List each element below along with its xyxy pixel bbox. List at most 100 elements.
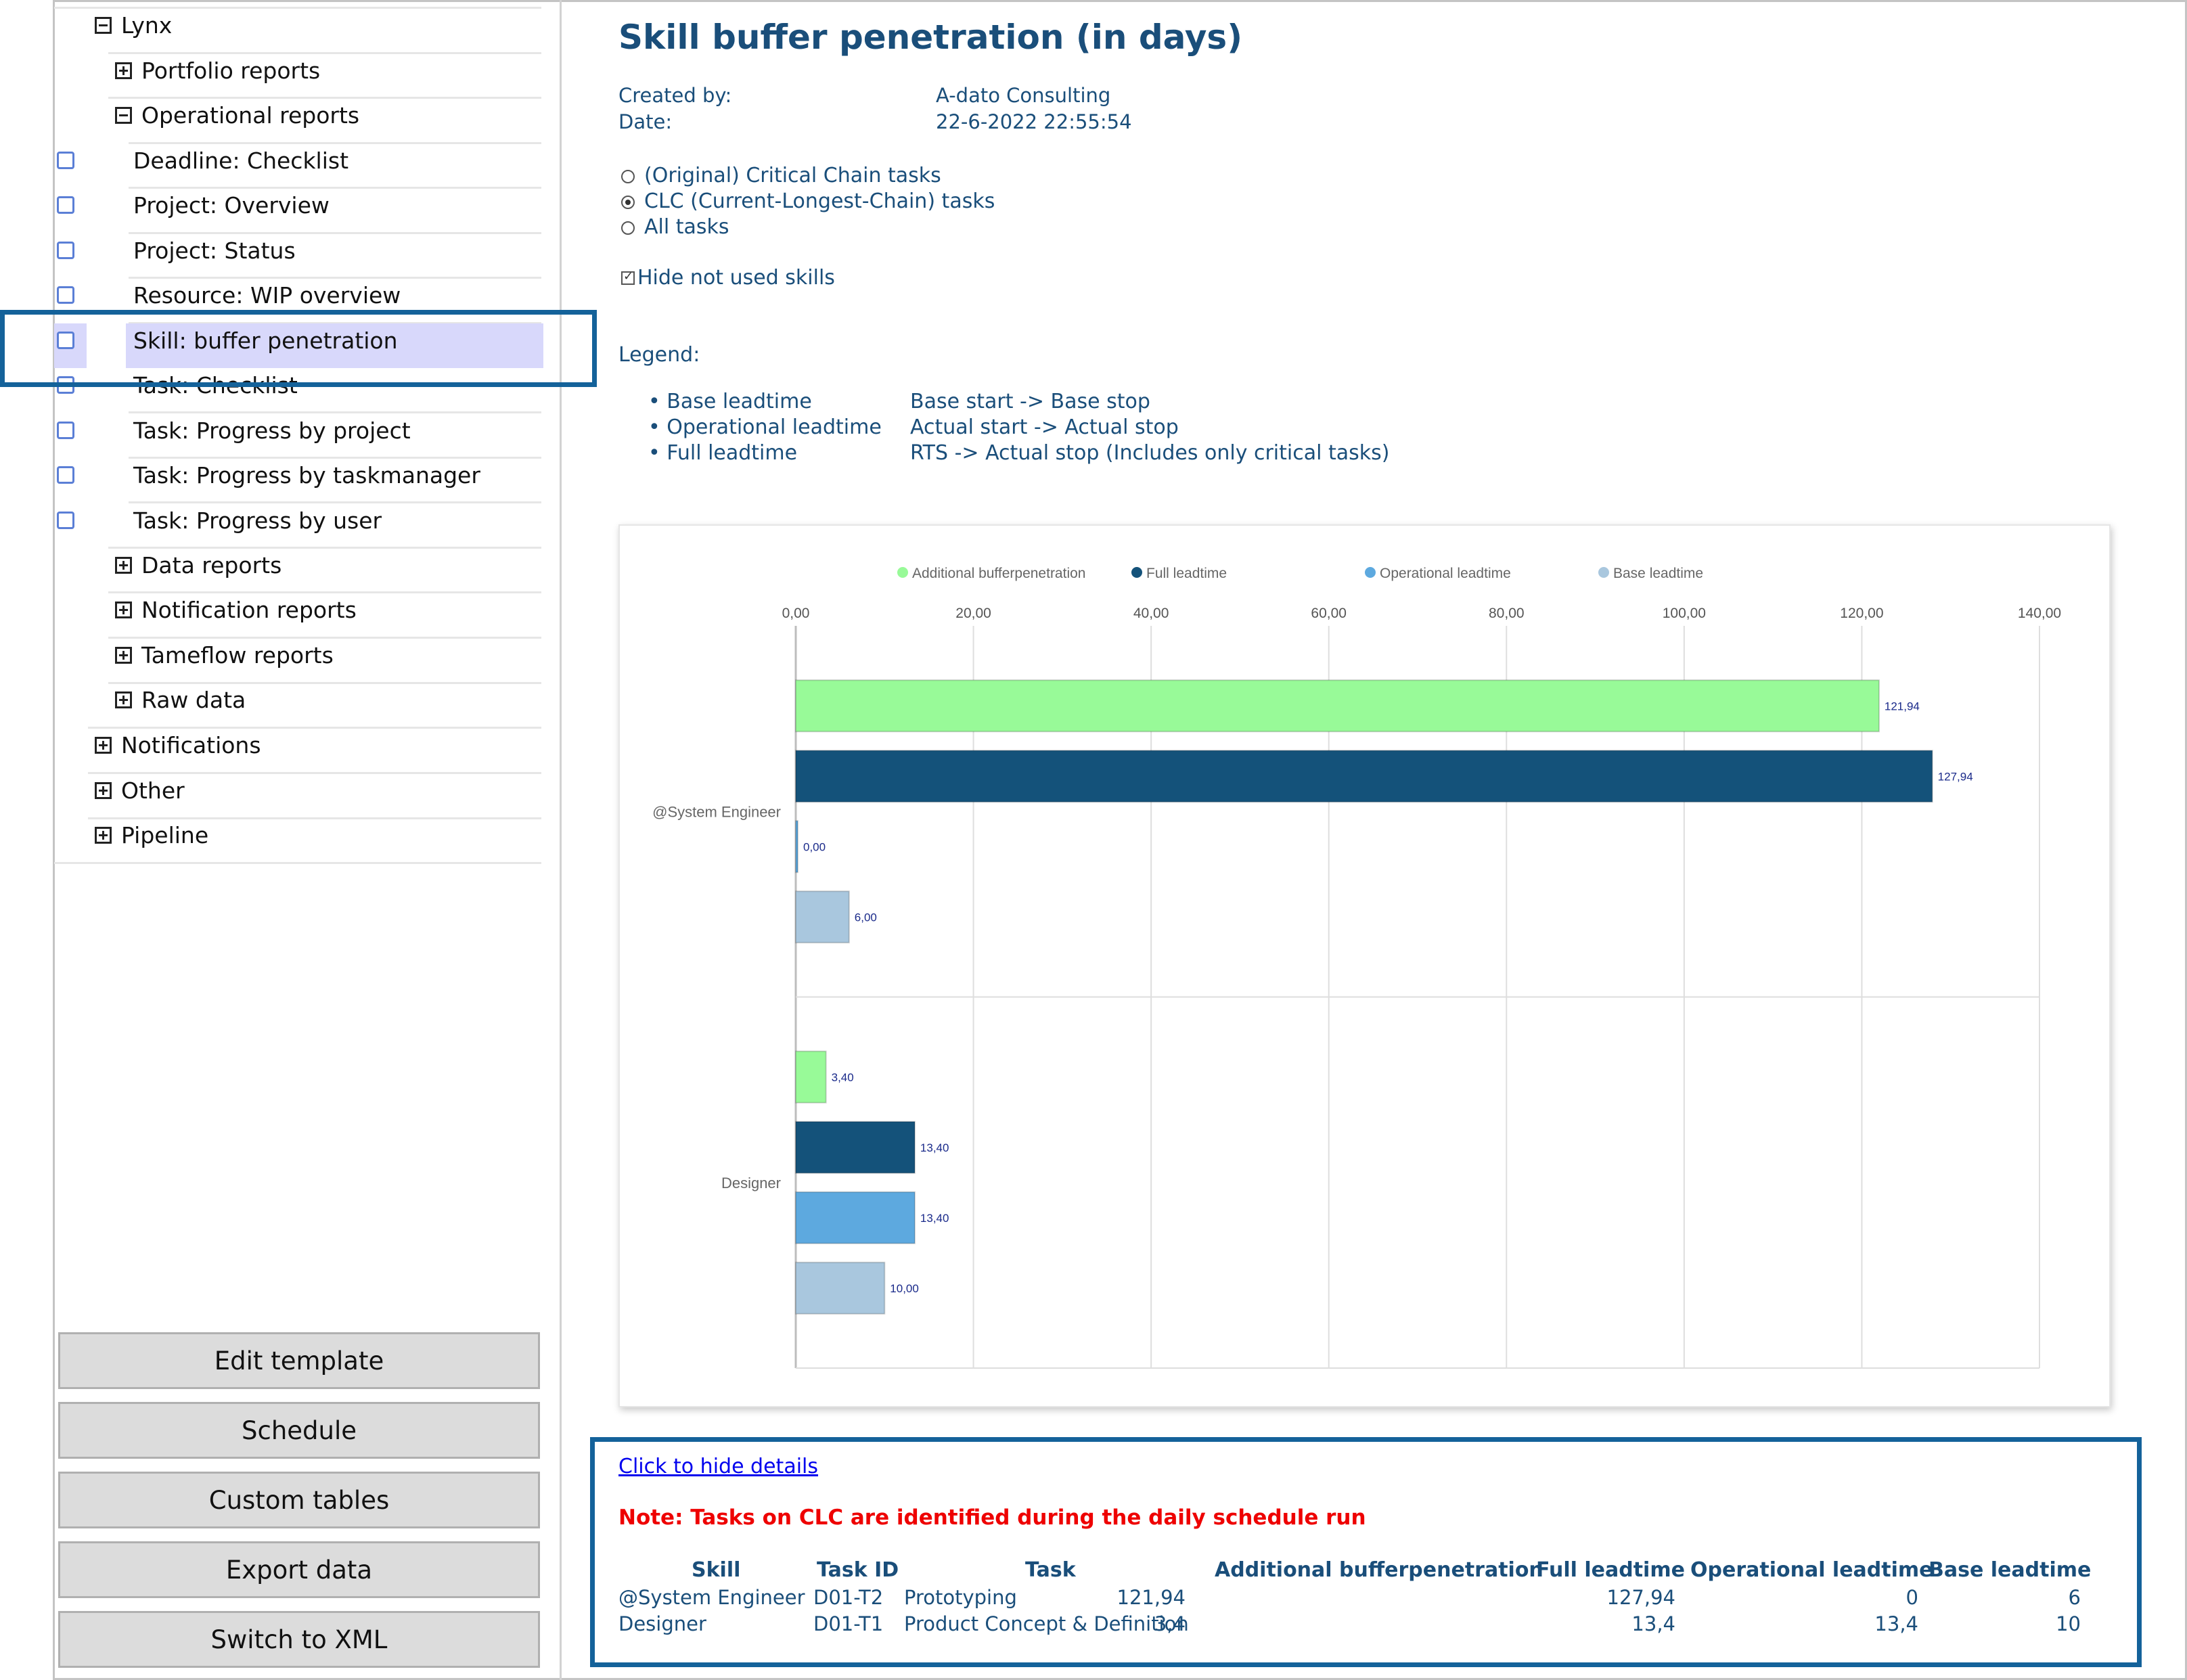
col-header-task: Task: [1025, 1558, 1076, 1582]
expand-icon[interactable]: [115, 646, 132, 664]
table-cell-skill: @System Engineer: [618, 1586, 805, 1609]
tree-item-task-progress-by-taskmanager[interactable]: Task: Progress by taskmanager: [133, 453, 480, 497]
tree-item-project-status[interactable]: Project: Status: [133, 228, 296, 273]
tree-separator: [129, 457, 541, 459]
radio-all-tasks[interactable]: [621, 221, 635, 235]
report-checkbox[interactable]: [57, 332, 74, 349]
report-checkbox[interactable]: [57, 152, 74, 169]
option-clc-label[interactable]: CLC (Current-Longest-Chain) tasks: [644, 189, 995, 213]
tree-item-deadline-checklist[interactable]: Deadline: Checklist: [133, 138, 348, 183]
tree-node-tameflow-reports[interactable]: Tameflow reports: [115, 633, 334, 677]
expand-icon[interactable]: [115, 691, 132, 708]
bar-value-label: 121,94: [1885, 700, 1920, 712]
option-critical-chain-label[interactable]: (Original) Critical Chain tasks: [644, 164, 941, 187]
report-checkbox[interactable]: [57, 286, 74, 304]
category-label: Designer: [721, 1175, 781, 1191]
tree-node-other[interactable]: Other: [95, 768, 185, 813]
table-cell-task: Prototyping: [904, 1586, 1017, 1609]
col-header-full: Full leadtime: [1536, 1558, 1685, 1582]
tree-item-label: Deadline: Checklist: [133, 147, 349, 174]
legend-marker: [1131, 567, 1142, 578]
tree-item-resource-wip-overview[interactable]: Resource: WIP overview: [133, 273, 401, 317]
tree-node-label: Pipeline: [121, 821, 209, 848]
radio-critical-chain[interactable]: [621, 170, 635, 183]
option-all-tasks-label[interactable]: All tasks: [644, 215, 729, 239]
tree-item-label: Project: Status: [133, 237, 296, 264]
tree-item-project-overview[interactable]: Project: Overview: [133, 183, 330, 227]
collapse-icon[interactable]: [95, 16, 112, 34]
hide-skills-checkbox[interactable]: [621, 269, 635, 285]
x-tick-label: 140,00: [2018, 606, 2061, 621]
report-checkbox[interactable]: [57, 196, 74, 214]
x-tick-label: 20,00: [955, 606, 991, 621]
bar-value-label: 127,94: [1938, 770, 1973, 783]
legend-marker: [1365, 567, 1376, 578]
tree-node-lynx[interactable]: Lynx: [95, 3, 172, 47]
hide-skills-label[interactable]: Hide not used skills: [637, 266, 835, 290]
table-cell-additional: 3,4: [1154, 1612, 1186, 1635]
legend-label: Full leadtime: [1146, 566, 1227, 581]
tree-separator: [108, 591, 541, 593]
table-cell-task-id: D01-T2: [813, 1586, 884, 1609]
tree-node-portfolio-reports[interactable]: Portfolio reports: [115, 48, 320, 93]
table-cell-operational: 0: [1906, 1586, 1918, 1609]
expand-icon[interactable]: [95, 736, 112, 754]
legend-marker: [1598, 567, 1609, 578]
report-checkbox[interactable]: [57, 242, 74, 259]
legend-desc-full: RTS -> Actual stop (Includes only critic…: [910, 441, 1390, 465]
clc-note: Note: Tasks on CLC are identified during…: [618, 1505, 1366, 1530]
switch-to-xml-button[interactable]: Switch to XML: [58, 1611, 540, 1668]
custom-tables-button[interactable]: Custom tables: [58, 1472, 540, 1528]
tree-node-label: Data reports: [141, 551, 282, 578]
x-tick-label: 120,00: [1840, 606, 1883, 621]
tree-node-label: Operational reports: [141, 101, 360, 129]
tree-item-label: Task: Progress by taskmanager: [133, 461, 480, 489]
created-by-label: Created by:: [618, 84, 732, 107]
tree-item-skill-buffer-penetration[interactable]: Skill: buffer penetration: [133, 318, 398, 363]
created-by-value: A-dato Consulting: [936, 84, 1111, 107]
expand-icon[interactable]: [95, 781, 112, 799]
tree-node-notification-reports[interactable]: Notification reports: [115, 587, 357, 632]
bar: [795, 1261, 886, 1315]
chart-panel: Additional bufferpenetration Full leadtim…: [618, 524, 2111, 1407]
tree-item-task-progress-by-user[interactable]: Task: Progress by user: [133, 498, 382, 543]
tree-node-pipeline[interactable]: Pipeline: [95, 813, 208, 857]
expand-icon[interactable]: [115, 601, 132, 618]
report-checkbox[interactable]: [57, 466, 74, 484]
bar: [795, 1191, 916, 1244]
bar-value-label: 3,40: [832, 1071, 854, 1084]
col-header-skill: Skill: [692, 1558, 741, 1582]
bar-value-label: 10,00: [890, 1282, 919, 1295]
report-checkbox[interactable]: [57, 422, 74, 439]
expand-icon[interactable]: [115, 556, 132, 574]
x-tick-label: 80,00: [1489, 606, 1525, 621]
tree-separator: [88, 772, 541, 774]
tree-item-label: Resource: WIP overview: [133, 281, 401, 309]
legend-name: Operational leadtime: [667, 415, 882, 439]
report-checkbox[interactable]: [57, 512, 74, 529]
date-value: 22-6-2022 22:55:54: [936, 110, 1132, 133]
tree-node-label: Raw data: [141, 686, 246, 713]
schedule-button[interactable]: Schedule: [58, 1402, 540, 1459]
tree-node-raw-data[interactable]: Raw data: [115, 677, 246, 722]
radio-clc[interactable]: [621, 196, 635, 209]
export-data-button[interactable]: Export data: [58, 1541, 540, 1598]
bar: [795, 679, 1880, 733]
tree-node-notifications[interactable]: Notifications: [95, 723, 261, 767]
collapse-icon[interactable]: [115, 106, 132, 124]
legend-item-full: • Full leadtime: [648, 441, 798, 465]
tree-node-operational-reports[interactable]: Operational reports: [115, 93, 359, 137]
bar: [795, 1050, 827, 1104]
edit-template-button[interactable]: Edit template: [58, 1332, 540, 1389]
expand-icon[interactable]: [95, 826, 112, 844]
tree-item-label: Project: Overview: [133, 191, 330, 219]
hide-details-link[interactable]: Click to hide details: [618, 1455, 819, 1478]
legend-title: Legend:: [618, 343, 700, 367]
x-tick-label: 0,00: [782, 606, 810, 621]
expand-icon[interactable]: [115, 62, 132, 79]
tree-item-task-progress-by-project[interactable]: Task: Progress by project: [133, 408, 411, 453]
tree-node-data-reports[interactable]: Data reports: [115, 543, 281, 587]
selected-report-callout: [0, 310, 597, 387]
table-cell-task-id: D01-T1: [813, 1612, 884, 1635]
legend-label: Base leadtime: [1613, 566, 1703, 581]
